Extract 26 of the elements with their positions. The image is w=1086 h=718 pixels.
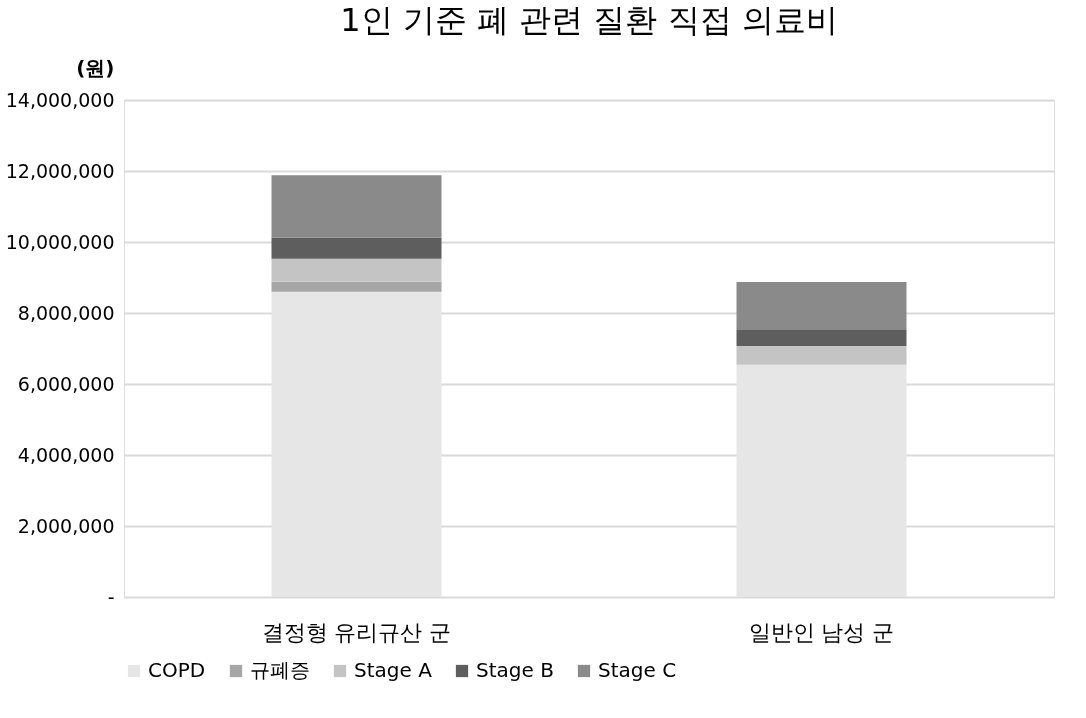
bar (736, 282, 907, 331)
bar (271, 175, 442, 238)
bar (736, 346, 907, 365)
legend-label: Stage C (598, 658, 677, 682)
y-tick-label: 6,000,000 (17, 372, 115, 395)
legend-label: Stage A (354, 658, 433, 682)
bar (271, 237, 442, 259)
bar (736, 330, 907, 347)
legend-label: COPD (148, 658, 206, 682)
bar (271, 281, 442, 292)
y-tick-label: - (107, 585, 115, 608)
y-tick-label: 2,000,000 (17, 514, 115, 537)
legend-label: Stage B (476, 658, 554, 682)
x-tick-label: 일반인 남성 군 (748, 619, 895, 645)
legend-label: 규폐증 (250, 658, 310, 682)
chart-title: 1인 기준 폐 관련 질환 직접 의료비 (340, 1, 838, 39)
x-tick-label: 결정형 유리규산 군 (261, 619, 452, 645)
y-tick-label: 8,000,000 (17, 301, 115, 324)
bar (736, 364, 907, 597)
y-tick-label: 14,000,000 (5, 88, 115, 111)
y-axis-title: (원) (76, 55, 115, 80)
y-tick-label: 12,000,000 (5, 159, 115, 182)
y-tick-label: 4,000,000 (17, 443, 115, 466)
bar (271, 258, 442, 282)
bar (271, 291, 442, 597)
y-tick-label: 10,000,000 (5, 230, 115, 253)
